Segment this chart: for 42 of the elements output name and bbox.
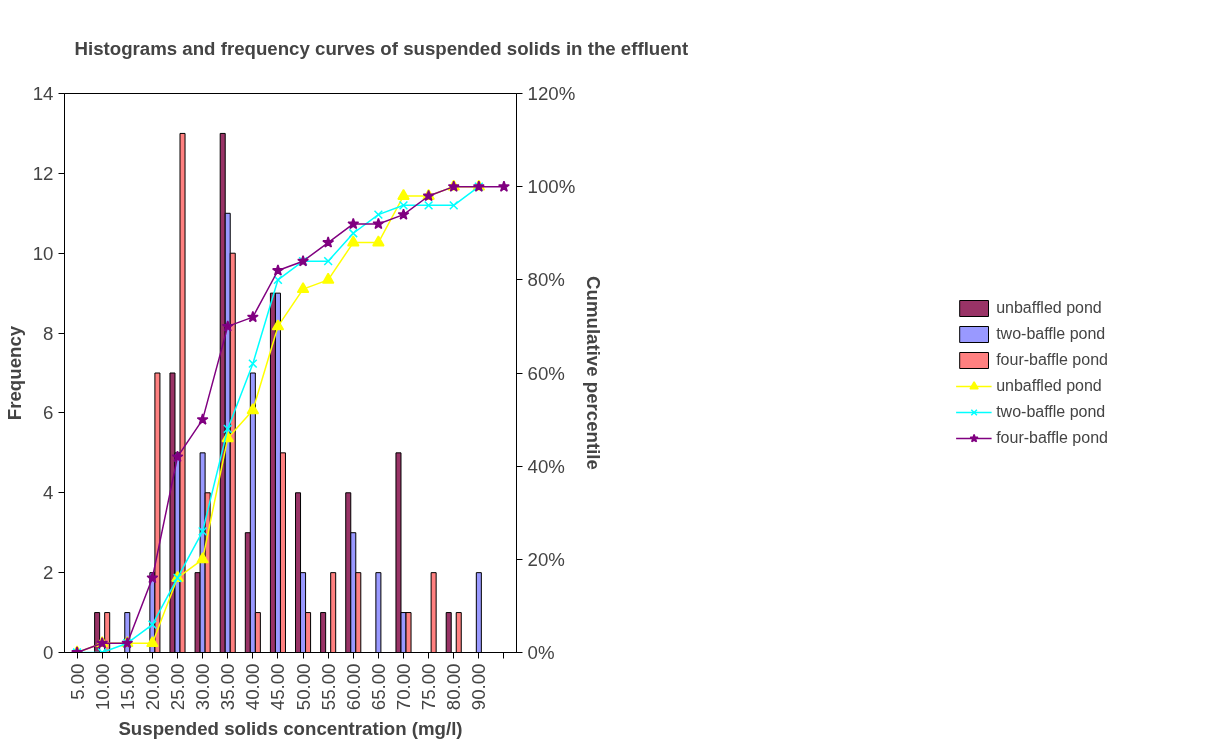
y2-tick-label: 120% <box>527 83 576 104</box>
y-tick-label: 2 <box>43 562 54 584</box>
y2-tick-label: 60% <box>527 362 565 384</box>
x-tick-label: 70.00 <box>393 663 414 711</box>
y-tick-label: 6 <box>43 402 54 424</box>
x-tick-label: 10.00 <box>91 663 113 711</box>
x-tick-label: 80.00 <box>443 663 465 711</box>
x-axis-title: Suspended solids concentration (mg/l) <box>118 718 463 740</box>
legend-label: unbaffled pond <box>996 298 1102 317</box>
y2-tick-label: 40% <box>527 455 565 477</box>
x-tick-label: 65.00 <box>367 663 389 711</box>
legend-label: unbaffled pond <box>996 376 1102 395</box>
legend-label: four-baffle pond <box>996 428 1108 447</box>
y-axis-title: Frequency <box>3 325 25 421</box>
x-tick-label: 50.00 <box>292 663 314 711</box>
x-tick-label: 90.00 <box>468 663 490 711</box>
y2-tick-label: 20% <box>527 548 565 570</box>
y2-tick-label: 0% <box>527 642 555 663</box>
x-tick-label: 75.00 <box>418 663 440 711</box>
x-tick-label: 40.00 <box>242 663 264 711</box>
legend-label: two-baffle pond <box>996 324 1106 343</box>
legend-label: two-baffle pond <box>996 402 1106 421</box>
legend-label: four-baffle pond <box>996 350 1108 369</box>
x-tick-label: 20.00 <box>141 663 163 711</box>
y-tick-label: 12 <box>32 162 54 184</box>
y-tick-label: 8 <box>43 322 54 344</box>
y-tick-label: 0 <box>43 642 54 663</box>
x-tick-label: 45.00 <box>267 663 289 711</box>
y2-tick-label: 100% <box>527 176 576 198</box>
x-tick-label: 60.00 <box>342 663 364 711</box>
chart-title: Histograms and frequency curves of suspended solids in the effluent <box>74 37 689 59</box>
y-tick-label: 14 <box>32 83 54 104</box>
x-tick-label: 25.00 <box>167 663 188 711</box>
x-tick-label: 55.00 <box>317 663 339 711</box>
y-tick-label: 10 <box>32 242 54 264</box>
x-tick-label: 5.00 <box>66 663 88 700</box>
y2-axis-title: Cumulative percentile <box>583 276 605 470</box>
y-tick-label: 4 <box>43 482 54 504</box>
x-tick-label: 30.00 <box>192 663 214 711</box>
x-tick-label: 35.00 <box>217 663 239 711</box>
x-tick-label: 15.00 <box>116 663 138 711</box>
y2-tick-label: 80% <box>527 269 565 291</box>
